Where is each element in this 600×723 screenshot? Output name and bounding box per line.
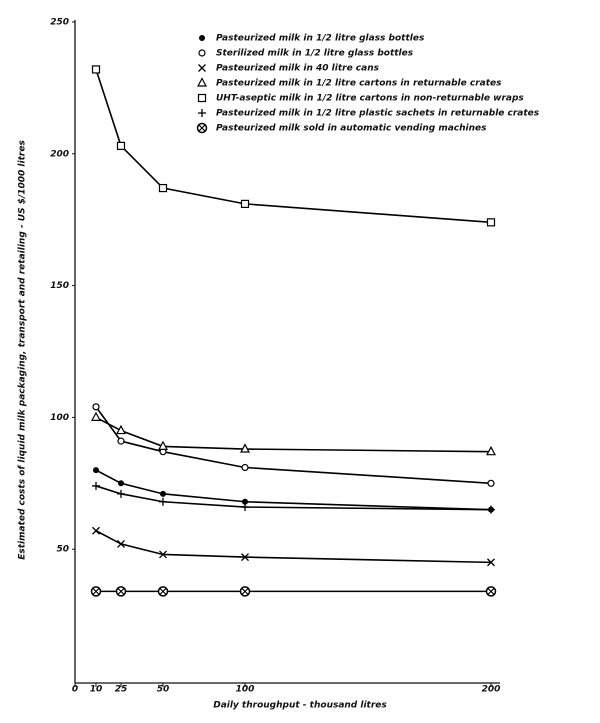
marker (240, 443, 250, 453)
legend-label: UHT-aseptic milk in 1/2 litre cartons in… (216, 94, 524, 104)
marker (118, 480, 124, 487)
marker (117, 539, 125, 548)
marker (241, 503, 249, 512)
marker (196, 122, 208, 134)
marker (199, 35, 205, 41)
marker (486, 218, 496, 227)
marker (242, 498, 248, 505)
marker (158, 440, 168, 450)
y-axis-label: Estimated costs of liquid milk packaging… (18, 140, 28, 560)
marker (116, 141, 126, 150)
marker-cross (92, 587, 100, 595)
marker (198, 49, 206, 57)
marker (198, 109, 206, 117)
legend-label: Pasteurized milk sold in automatic vendi… (216, 124, 487, 134)
legend-label: Pasteurized milk in 1/2 litre plastic sa… (216, 109, 540, 119)
y-tick-label: 100 (50, 413, 69, 423)
marker (159, 550, 167, 559)
marker (486, 445, 496, 456)
marker (487, 505, 495, 514)
marker (240, 199, 250, 208)
x-tick-label: 10 (90, 685, 103, 695)
legend-label: Pasteurized milk in 1/2 litre glass bott… (216, 34, 425, 44)
marker-cross (117, 587, 125, 595)
marker (197, 93, 207, 103)
y-tick-label: 250 (50, 18, 69, 28)
marker-cross (487, 587, 495, 595)
marker (115, 586, 127, 597)
x-tick-label: 200 (482, 685, 501, 695)
y-tick-label: 150 (50, 281, 69, 291)
marker-cross (198, 124, 206, 132)
marker (92, 403, 100, 411)
marker (160, 490, 166, 497)
marker (93, 467, 99, 474)
marker (157, 586, 169, 597)
marker (90, 586, 102, 597)
x-tick-label: 100 (236, 685, 255, 695)
x-tick-label: 25 (115, 685, 128, 695)
marker (485, 586, 497, 597)
marker (487, 479, 495, 487)
marker (117, 489, 125, 498)
legend-label: Pasteurized milk in 1/2 litre cartons in… (216, 79, 502, 89)
marker (241, 463, 249, 472)
legend-label: Pasteurized milk in 40 litre cans (216, 64, 380, 74)
x-axis-label: Daily throughput - thousand litres (213, 701, 387, 711)
marker (239, 586, 251, 597)
marker (198, 64, 206, 72)
marker (487, 558, 495, 567)
legend-label: Sterilized milk in 1/2 litre glass bottl… (216, 49, 414, 59)
x-tick-label: 50 (157, 685, 170, 695)
x-tick-label: 0 (72, 685, 78, 695)
marker (117, 437, 125, 445)
marker (241, 553, 249, 562)
marker (158, 183, 168, 193)
y-tick-label: 50 (56, 545, 69, 555)
marker (197, 77, 207, 87)
marker-cross (159, 587, 167, 595)
marker (91, 411, 101, 421)
marker (92, 526, 100, 535)
marker (92, 481, 100, 490)
marker (159, 497, 167, 506)
marker (91, 65, 101, 74)
marker (116, 424, 126, 435)
y-tick-label: 200 (50, 149, 69, 159)
marker-cross (241, 587, 249, 595)
